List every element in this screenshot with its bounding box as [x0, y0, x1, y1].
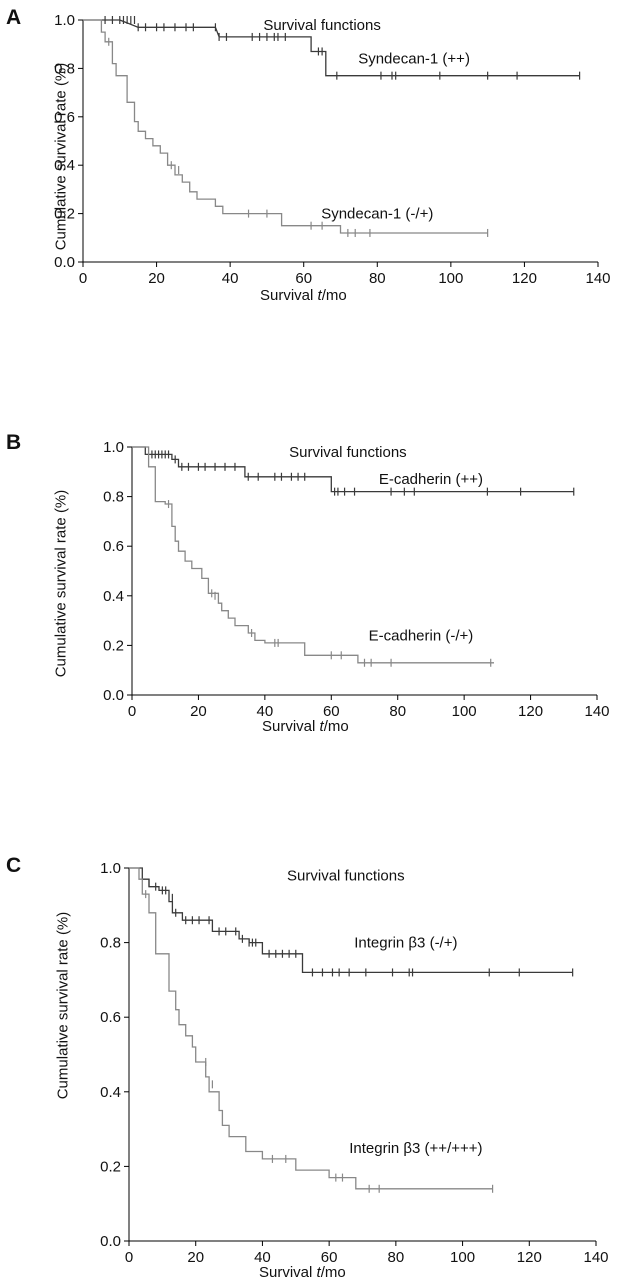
y-tick-label: 0.2 [100, 1158, 121, 1175]
y-axis-label: Cumulative survival rate (%) [52, 489, 70, 678]
chart-annotation: Survival functions [263, 17, 381, 34]
y-axis-label: Cumulative survival rate (%) [54, 911, 72, 1100]
survival-chart-b: 0.0 0.2 0.4 0.6 0.8 1.0 0 20 40 60 80 100 120 140 Surv… [103, 439, 609, 720]
x-tick-label: 60 [323, 703, 340, 720]
y-tick-label: 0.6 [103, 538, 124, 555]
x-tick-label: 20 [148, 270, 165, 287]
y-tick-label: 0.8 [100, 935, 121, 952]
panel-label: B [6, 431, 22, 454]
chart-annotation: Syndecan-1 (++) [358, 51, 470, 68]
survival-curve-1 [83, 19, 580, 77]
panel-b: B 0.0 0.2 0.4 0.6 0.8 1.0 0 20 40 60 80 100 120 140 Su… [0, 425, 627, 845]
panel-c: C 0.0 0.2 0.4 0.6 0.8 1.0 0 20 40 60 80 100 120 140 Su… [0, 848, 627, 1281]
y-tick-label: 0.2 [54, 206, 75, 223]
y-tick-label: 0.8 [103, 489, 124, 506]
panel-a: A 0.0 0.2 0.4 0.6 0.8 1.0 0 20 40 60 80 100 120 140 Su… [0, 0, 627, 420]
chart-annotation: E-cadherin (++) [379, 471, 483, 488]
x-tick-label: 20 [187, 1249, 204, 1266]
panel-label: A [6, 6, 22, 29]
y-tick-label: 1.0 [103, 439, 124, 456]
x-tick-label: 60 [295, 270, 312, 287]
y-tick-label: 0.0 [103, 687, 124, 704]
x-axis-label: Survival t/mo [262, 718, 349, 735]
y-tick-label: 1.0 [54, 12, 75, 29]
x-tick-label: 80 [389, 703, 406, 720]
y-tick-label: 0.4 [103, 588, 124, 605]
x-tick-label: 100 [438, 270, 463, 287]
chart-annotation: Integrin β3 (++/+++) [349, 1140, 482, 1157]
x-tick-label: 140 [584, 703, 609, 720]
x-tick-label: 20 [190, 703, 207, 720]
y-tick-label: 0.6 [54, 109, 75, 126]
survival-curve-1 [132, 446, 574, 493]
chart-annotation: E-cadherin (-/+) [369, 627, 474, 644]
x-tick-label: 120 [518, 703, 543, 720]
y-axis-label: Cumulative survival rate (%) [52, 62, 70, 251]
survival-chart-c: 0.0 0.2 0.4 0.6 0.8 1.0 0 20 40 60 80 100 120 140 Surv… [100, 860, 608, 1266]
x-axis-label: Survival t/mo [259, 1264, 346, 1281]
x-tick-label: 40 [254, 1249, 271, 1266]
survival-curve-2 [83, 19, 488, 234]
x-tick-label: 60 [321, 1249, 338, 1266]
x-tick-label: 80 [388, 1249, 405, 1266]
y-tick-label: 1.0 [100, 860, 121, 877]
x-tick-label: 0 [128, 703, 136, 720]
y-tick-label: 0.8 [54, 60, 75, 77]
x-tick-label: 0 [79, 270, 87, 287]
x-tick-label: 80 [369, 270, 386, 287]
x-tick-label: 100 [452, 703, 477, 720]
y-tick-label: 0.6 [100, 1009, 121, 1026]
y-tick-label: 0.0 [54, 254, 75, 271]
y-tick-label: 0.2 [103, 637, 124, 654]
chart-annotation: Survival functions [287, 867, 405, 884]
y-tick-label: 0.4 [100, 1084, 121, 1101]
x-tick-label: 140 [585, 270, 610, 287]
y-tick-label: 0.4 [54, 157, 75, 174]
x-tick-label: 40 [222, 270, 239, 287]
chart-annotation: Integrin β3 (-/+) [354, 935, 457, 952]
x-tick-label: 140 [583, 1249, 608, 1266]
chart-annotation: Syndecan-1 (-/+) [321, 206, 433, 223]
x-tick-label: 40 [257, 703, 274, 720]
survival-chart-a: 0.0 0.2 0.4 0.6 0.8 1.0 0 20 40 60 80 100 120 140 Surv… [54, 12, 610, 287]
panel-label: C [6, 854, 22, 877]
x-tick-label: 0 [125, 1249, 133, 1266]
x-tick-label: 100 [450, 1249, 475, 1266]
x-tick-label: 120 [512, 270, 537, 287]
x-tick-label: 120 [517, 1249, 542, 1266]
survival-curve-2 [129, 867, 493, 1190]
x-axis-label: Survival t/mo [260, 287, 347, 304]
y-tick-label: 0.0 [100, 1233, 121, 1250]
chart-annotation: Survival functions [289, 444, 407, 461]
